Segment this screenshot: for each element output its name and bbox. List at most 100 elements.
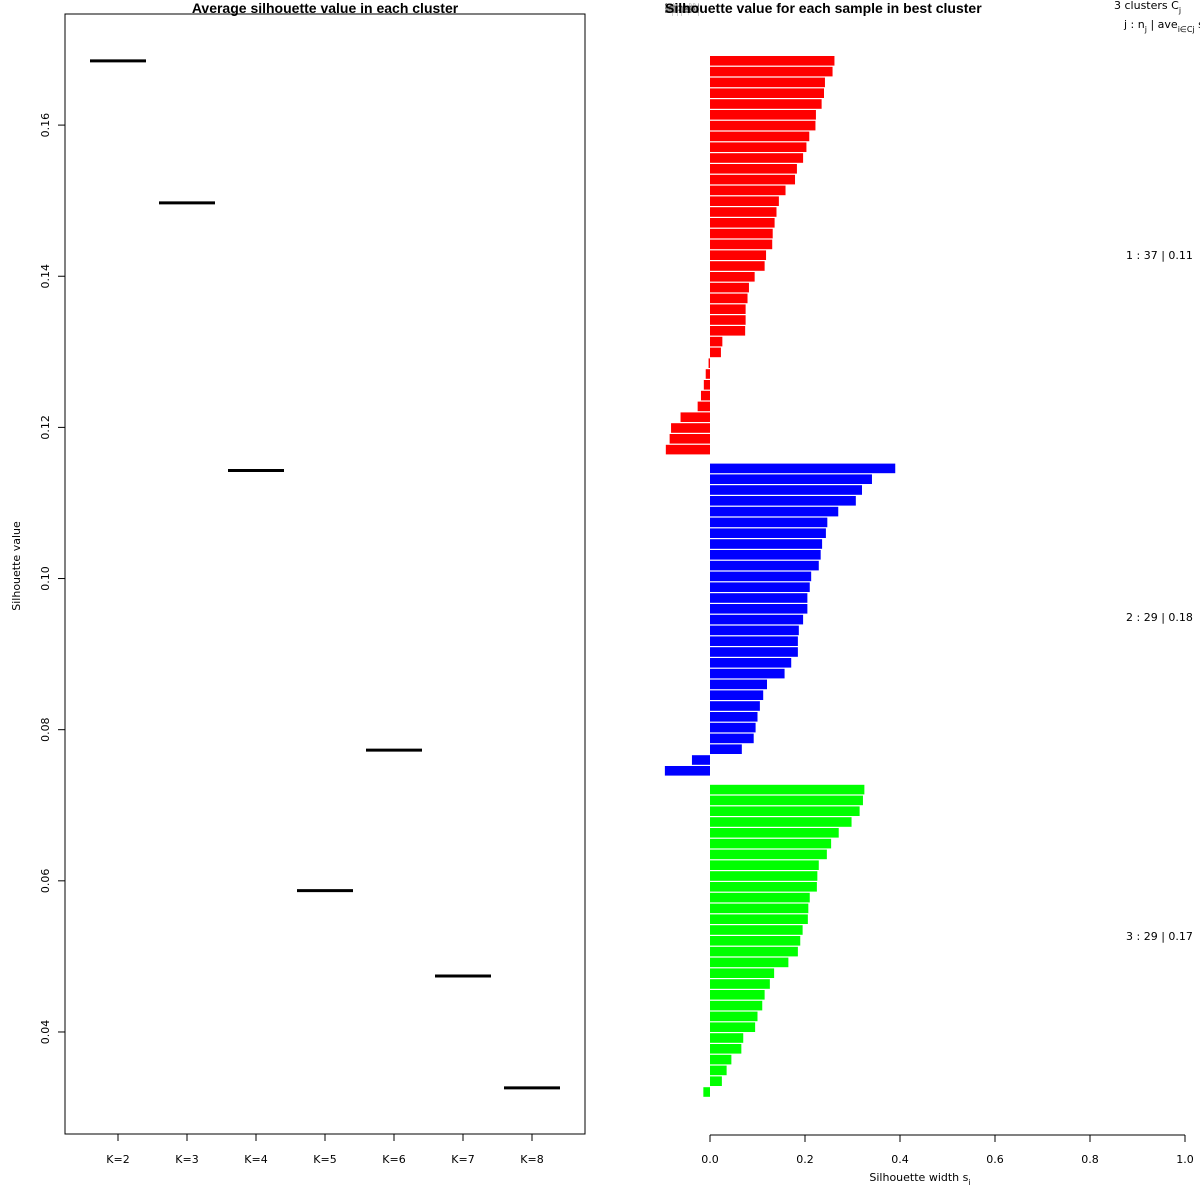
silhouette-bar-cluster-1 [710,56,835,66]
left-y-tick-label: 0.12 [39,415,52,440]
silhouette-bar-cluster-1 [710,142,807,152]
silhouette-bar-cluster-2 [710,712,758,722]
silhouette-bar-cluster-3 [710,957,789,968]
right-x-tick-label: 0.8 [1081,1153,1099,1166]
left-x-tick-label: K=5 [313,1153,336,1166]
silhouette-bar-cluster-1 [710,88,824,98]
left-y-tick-label: 0.16 [39,113,52,137]
silhouette-bar-cluster-2 [710,593,808,603]
silhouette-bar-cluster-1 [703,380,710,390]
silhouette-bar-cluster-3 [710,979,770,989]
right-panel: Silhouette plot of (x = tmp.clusters, di… [664,0,1200,1187]
left-x-axis: K=2 K=3 K=4 K=5 K=6 K=7 K=8 [106,1134,544,1166]
silhouette-bar-cluster-3 [710,925,803,935]
silhouette-bar-cluster-2 [710,550,821,560]
left-y-tick-label: 0.08 [39,717,52,742]
legend-row-cluster-1: 1 : 37 | 0.11 [1126,249,1193,262]
silhouette-bar-cluster-3 [710,1076,722,1086]
silhouette-bar-cluster-1 [708,358,710,368]
legend-header-1: 3 clusters Cj [1114,0,1181,15]
silhouette-bar-cluster-3 [710,1044,742,1054]
silhouette-bar-cluster-2 [710,506,839,517]
right-x-tick-label: 0.2 [796,1153,814,1166]
silhouette-bar-cluster-1 [710,153,804,163]
right-x-tick-label: 0.0 [701,1153,719,1166]
silhouette-bar-cluster-3 [710,828,839,838]
silhouette-bar-cluster-1 [710,207,777,217]
right-x-axis: 0.0 0.2 0.4 0.6 0.8 1.0 [701,1134,1194,1166]
left-x-tick-label: K=2 [106,1153,129,1166]
left-panel: Average silhouette value in each cluster… [10,0,586,1166]
cluster-legend: 3 clusters Cj j : nj | avei∈Cj si 1 : 37… [1114,0,1200,943]
silhouette-bar-cluster-2 [710,701,760,711]
silhouette-bar-cluster-2 [710,647,798,657]
right-chart-title-group: Silhouette plot of (x = tmp.clusters, di… [665,0,982,16]
silhouette-bar-cluster-3 [710,882,817,892]
silhouette-bar-cluster-3 [710,849,827,860]
silhouette-bar-cluster-2 [664,766,710,776]
silhouette-bar-cluster-3 [710,1022,756,1032]
silhouette-bar-cluster-3 [710,990,765,1000]
silhouette-bar-cluster-1 [710,120,816,131]
right-chart-overlapped-title: Silhouette plot of (x = tmp.clusters, di… [665,0,699,16]
silhouette-bar-cluster-2 [710,463,896,474]
silhouette-bar-cluster-1 [710,228,773,239]
left-plot-frame [64,13,586,1135]
silhouette-bar-cluster-3 [703,1087,710,1097]
left-x-tick-label: K=6 [382,1153,405,1166]
silhouette-bar-cluster-1 [700,390,710,401]
silhouette-bar-cluster-2 [710,604,808,614]
silhouette-bar-cluster-1 [710,185,786,196]
silhouette-bar-cluster-1 [710,272,755,282]
silhouette-bar-cluster-1 [710,282,749,293]
legend-row-cluster-3: 3 : 29 | 0.17 [1126,930,1193,943]
silhouette-bar-cluster-3 [710,795,863,806]
silhouette-bar-cluster-1 [710,164,797,174]
silhouette-bar-cluster-3 [710,871,818,881]
left-x-tick-label: K=3 [175,1153,198,1166]
silhouette-bar-cluster-3 [710,903,809,914]
silhouette-bar-cluster-3 [710,1011,758,1022]
left-y-axis-label: Silhouette value [10,521,23,611]
silhouette-bar-cluster-2 [710,528,826,538]
silhouette-bar-cluster-2 [710,690,764,700]
silhouette-bar-cluster-2 [710,539,823,549]
right-x-tick-label: 0.4 [891,1153,909,1166]
silhouette-bar-cluster-1 [710,315,746,325]
silhouette-bar-cluster-1 [710,77,825,88]
silhouette-bar-cluster-3 [710,914,808,924]
silhouette-bar-cluster-2 [710,625,799,636]
right-x-axis-label: Silhouette width si [869,1171,970,1187]
silhouette-bar-cluster-1 [671,423,710,433]
silhouette-bar-cluster-2 [710,744,742,754]
silhouette-bar-cluster-1 [710,304,746,314]
silhouette-bar-cluster-1 [710,293,748,304]
silhouette-bar-cluster-1 [665,444,710,455]
silhouette-bar-cluster-2 [710,722,756,733]
legend-row-cluster-2: 2 : 29 | 0.18 [1126,611,1193,624]
silhouette-bar-cluster-1 [710,110,816,120]
silhouette-bar-cluster-3 [710,1065,727,1076]
left-x-tick-label: K=7 [451,1153,474,1166]
legend-header-2: j : nj | avei∈Cj si [1123,18,1200,34]
silhouette-bar-cluster-2 [710,658,792,668]
silhouette-bar-cluster-1 [710,174,796,185]
silhouette-bar-cluster-1 [710,99,822,109]
silhouette-bar-cluster-1 [710,326,746,336]
left-x-tick-label: K=8 [520,1153,543,1166]
silhouette-bar-cluster-2 [710,517,828,528]
silhouette-bar-cluster-1 [705,369,710,379]
silhouette-bar-cluster-2 [691,755,710,765]
silhouette-bar-cluster-3 [710,946,798,957]
silhouette-bar-cluster-2 [710,679,767,690]
left-y-tick-label: 0.04 [39,1020,52,1045]
silhouette-bar-cluster-2 [710,733,754,744]
right-chart-title: Silhouette value for each sample in best… [665,0,982,16]
left-y-tick-label: 0.10 [39,566,52,591]
left-chart-title: Average silhouette value in each cluster [192,0,459,16]
left-y-tick-label: 0.14 [39,264,52,289]
silhouette-bar-cluster-1 [710,347,721,358]
left-y-tick-label: 0.06 [39,869,52,894]
left-data-marks [90,59,560,1090]
silhouette-bar-cluster-2 [710,485,862,495]
